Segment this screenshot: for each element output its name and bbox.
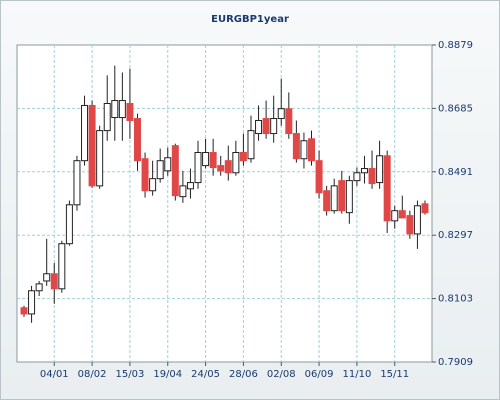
candle-body bbox=[209, 152, 217, 169]
candle-body bbox=[270, 118, 278, 135]
candle-body bbox=[277, 108, 285, 120]
x-tick-label: 04/01 bbox=[40, 369, 69, 380]
candle-body bbox=[179, 185, 187, 198]
x-tick-label: 15/11 bbox=[380, 369, 409, 380]
x-tick-label: 28/06 bbox=[229, 369, 258, 380]
candle-body bbox=[103, 102, 111, 132]
candle-body bbox=[368, 168, 376, 185]
candle-body bbox=[58, 243, 66, 290]
candle-body bbox=[171, 145, 179, 197]
candle-body bbox=[285, 108, 293, 135]
candle-body bbox=[376, 155, 384, 184]
y-tick-label: 0.8879 bbox=[438, 40, 473, 51]
candle-body bbox=[118, 100, 126, 119]
x-tick-label: 15/03 bbox=[116, 369, 145, 380]
candle-body bbox=[413, 205, 421, 235]
candle-body bbox=[232, 152, 240, 174]
candle-body bbox=[202, 152, 210, 167]
y-tick-label: 0.8685 bbox=[438, 103, 473, 114]
candle-body bbox=[156, 160, 164, 180]
candle-body bbox=[262, 118, 270, 135]
x-tick-label: 11/10 bbox=[342, 369, 371, 380]
candle-body bbox=[360, 168, 368, 174]
y-tick-label: 0.8491 bbox=[438, 167, 473, 178]
x-tick-label: 08/02 bbox=[78, 369, 107, 380]
candle-body bbox=[141, 158, 149, 192]
candle-body bbox=[330, 185, 338, 212]
x-tick-label: 02/08 bbox=[267, 369, 296, 380]
candle-body bbox=[345, 180, 353, 214]
candle-body bbox=[224, 160, 232, 174]
x-tick-label: 19/04 bbox=[153, 369, 182, 380]
x-tick-label: 06/09 bbox=[305, 369, 334, 380]
candle-body bbox=[239, 152, 247, 162]
candle-body bbox=[406, 215, 414, 235]
candle-body bbox=[300, 140, 308, 160]
candle-body bbox=[383, 155, 391, 222]
candle-body bbox=[35, 283, 43, 292]
candle-body bbox=[421, 203, 429, 214]
candle-body bbox=[73, 160, 81, 206]
candle-body bbox=[96, 130, 104, 187]
candle-body bbox=[65, 204, 73, 245]
y-tick-label: 0.7909 bbox=[438, 357, 473, 368]
candle-body bbox=[50, 273, 58, 290]
candle-body bbox=[111, 100, 119, 119]
candle-body bbox=[353, 172, 361, 182]
candle-body bbox=[186, 182, 194, 190]
candle-body bbox=[323, 190, 331, 212]
candle-body bbox=[391, 210, 399, 222]
plot-area bbox=[16, 44, 433, 363]
candle-body bbox=[398, 210, 406, 219]
candle-body bbox=[88, 104, 96, 187]
candle-body bbox=[81, 104, 89, 162]
candle-body bbox=[292, 133, 300, 160]
candle-body bbox=[149, 178, 157, 192]
candle-body bbox=[308, 138, 316, 162]
candle-body bbox=[126, 102, 134, 121]
candle-body bbox=[315, 160, 323, 194]
candle-body bbox=[217, 165, 225, 172]
candle-body bbox=[28, 290, 36, 315]
candle-body bbox=[133, 118, 141, 162]
candle-body bbox=[194, 152, 202, 184]
candle-body bbox=[338, 180, 346, 212]
x-tick-label: 24/05 bbox=[191, 369, 220, 380]
candle-body bbox=[164, 157, 172, 172]
candle-body bbox=[255, 119, 263, 135]
candle-body bbox=[43, 273, 51, 282]
candle-body bbox=[247, 130, 255, 160]
y-tick-label: 0.8103 bbox=[438, 294, 473, 305]
chart-title: EURGBP1year bbox=[211, 14, 289, 25]
candle-body bbox=[20, 307, 28, 315]
y-tick-label: 0.8297 bbox=[438, 230, 473, 241]
